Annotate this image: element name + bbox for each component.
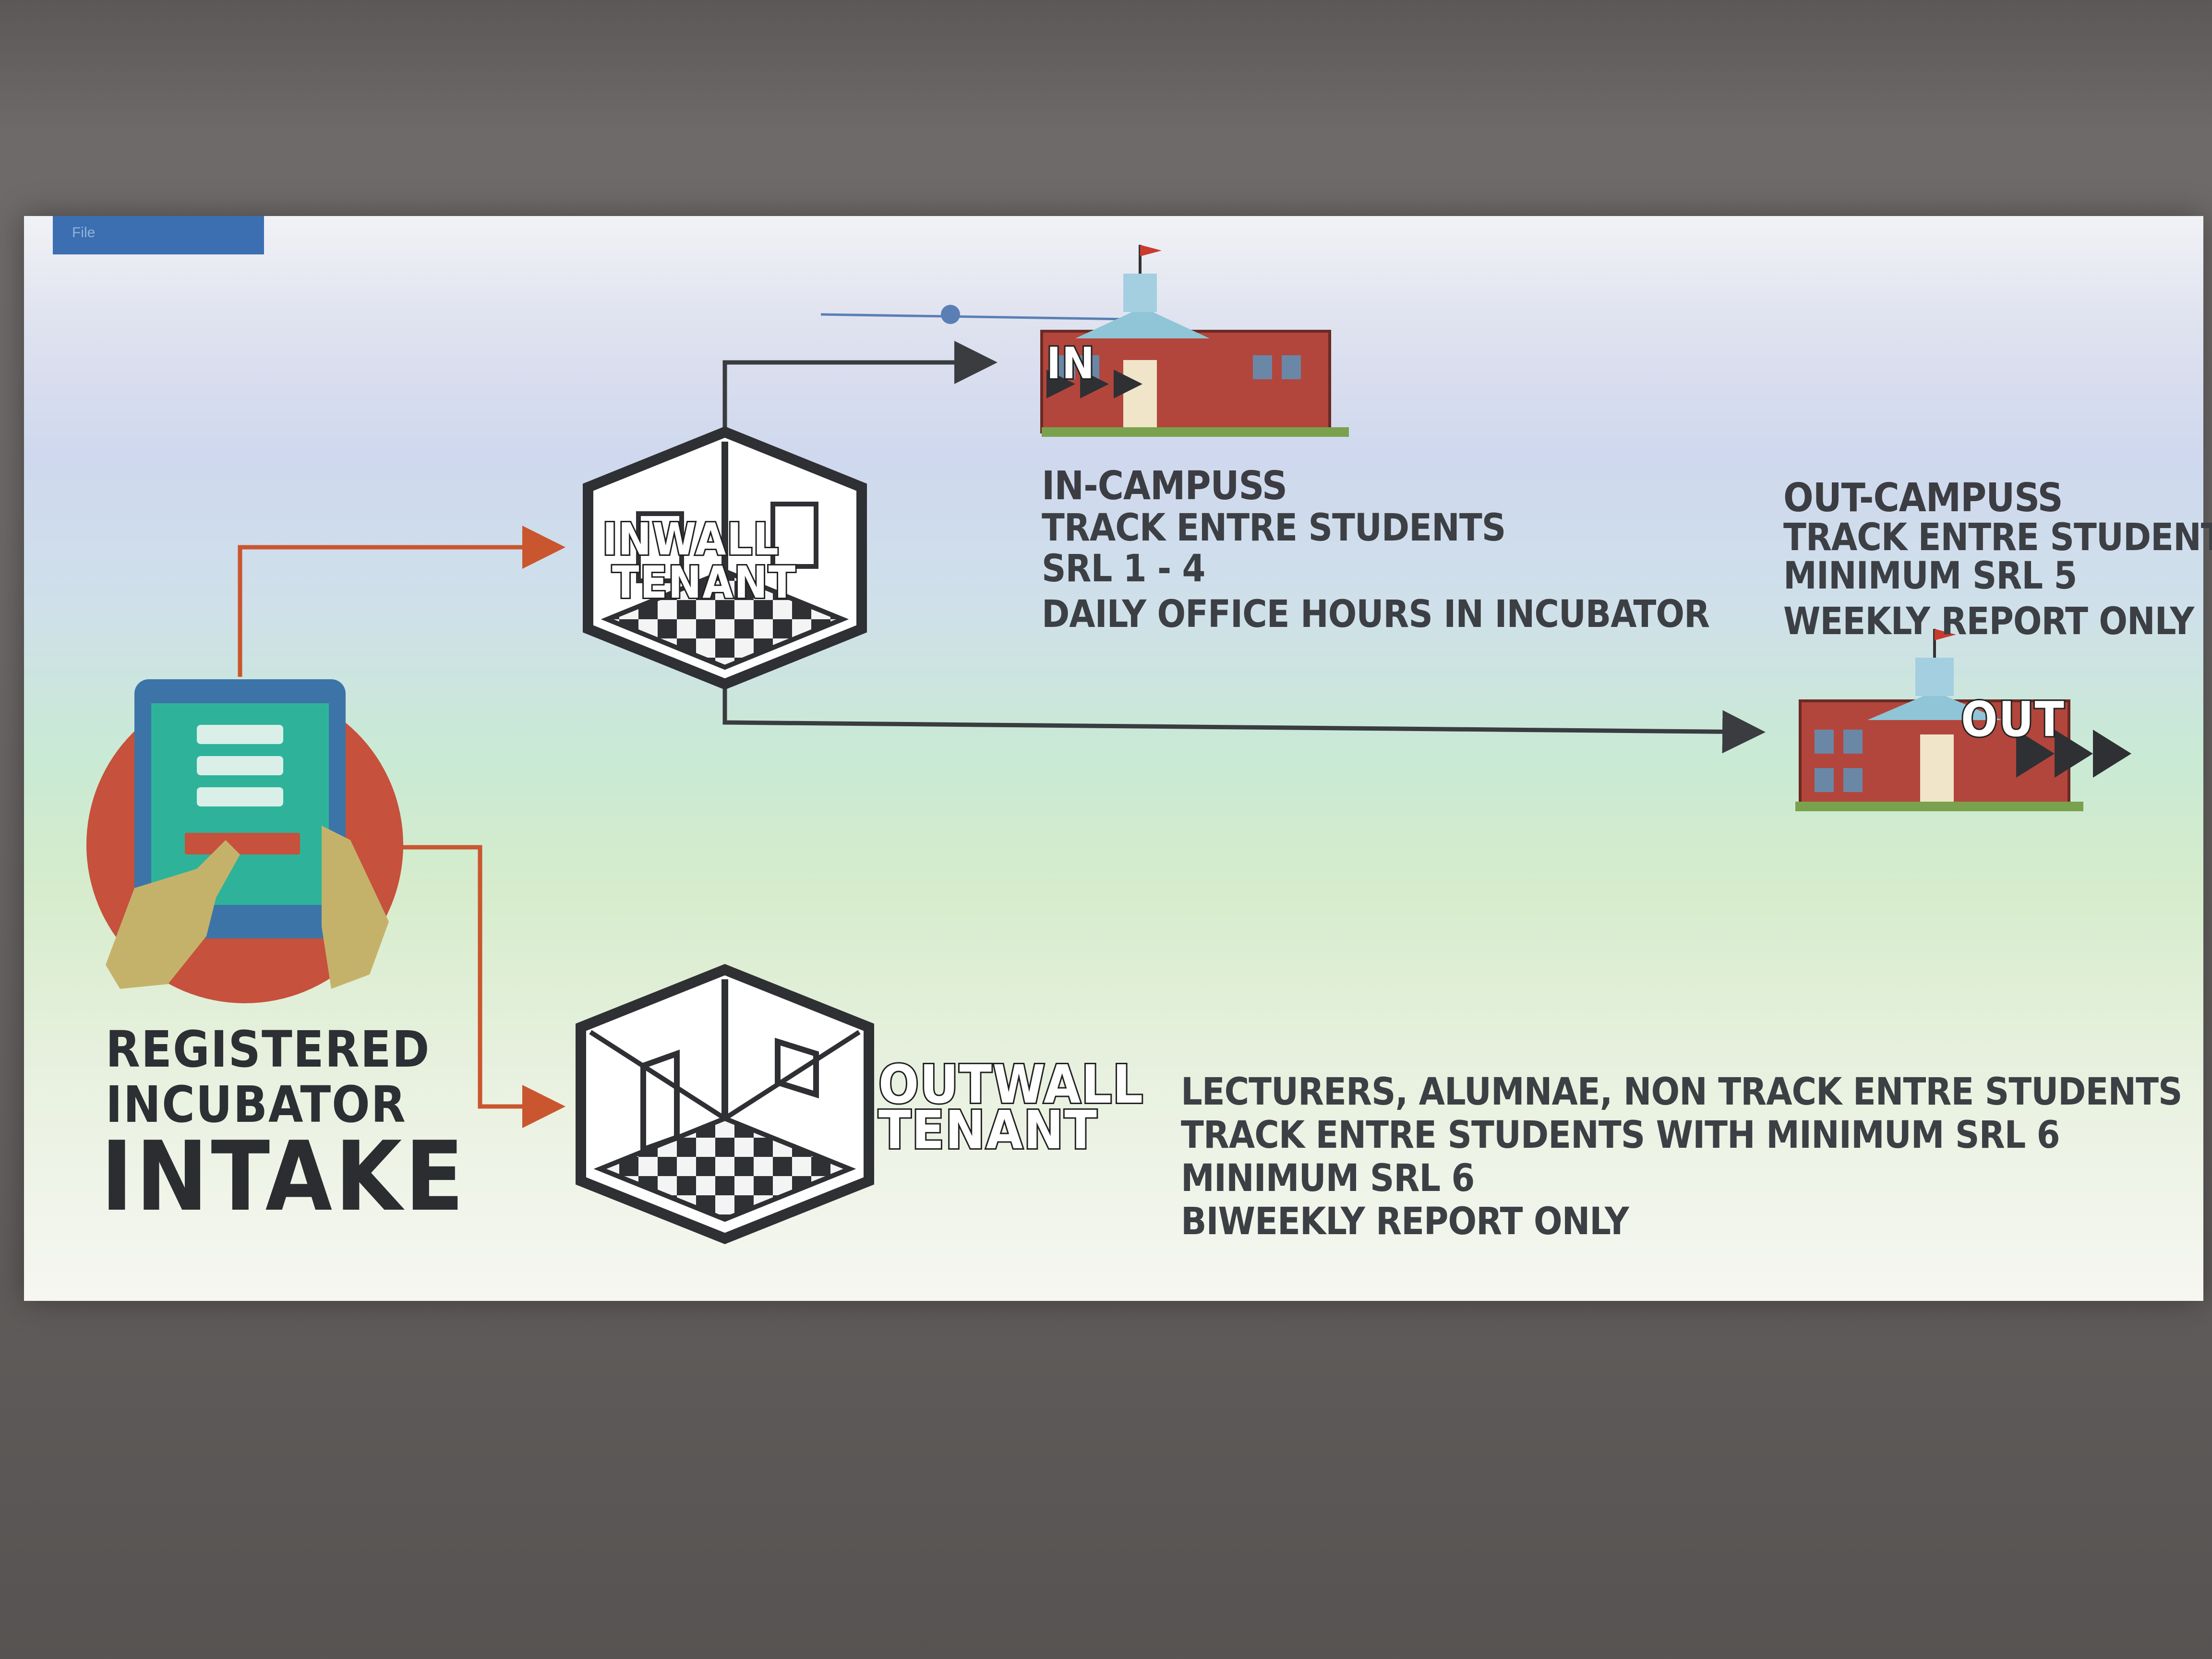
- out-sign: OUT: [1960, 690, 2066, 749]
- out-campus-detail: MINIMUM SRL 5: [1783, 554, 2077, 598]
- out-campus-detail: WEEKLY REPORT ONLY: [1783, 600, 2194, 643]
- inwall-label-line2: TENANT: [611, 555, 797, 610]
- out-campus-building-icon: [1795, 629, 2131, 811]
- tablet-intake-icon: [86, 679, 403, 1003]
- intake-label-line3: INTAKE: [101, 1121, 467, 1233]
- arrow-to-outwall: [398, 845, 565, 1128]
- toolbar-tab-label: File: [72, 225, 96, 240]
- inwall-tenant-icon: [583, 426, 867, 690]
- out-campus-title: OUT-CAMPUSS: [1783, 475, 2063, 521]
- outwall-label-line1: OUTWALL: [877, 1052, 1144, 1117]
- in-campus-title: IN-CAMPUSS: [1042, 463, 1287, 509]
- slider-line: [820, 313, 1129, 321]
- arrow-to-inwall: [238, 526, 565, 677]
- in-campus-detail: TRACK ENTRE STUDENTS: [1042, 506, 1506, 550]
- intake-label-line2: INCUBATOR: [106, 1075, 407, 1134]
- flow-diagram: [86, 245, 2131, 1244]
- in-sign: IN: [1045, 337, 1096, 390]
- projected-slide: File: [24, 216, 2212, 1301]
- outwall-tenant-icon: [576, 964, 874, 1244]
- outwall-detail: TRACK ENTRE STUDENTS WITH MINIMUM SRL 6: [1181, 1114, 2060, 1157]
- out-campus-detail: TRACK ENTRE STUDENTS: [1783, 516, 2212, 559]
- toolbar-tab[interactable]: File: [53, 216, 264, 254]
- outwall-detail: LECTURERS, ALUMNAE, NON TRACK ENTRE STUD…: [1181, 1070, 2183, 1114]
- intake-label-line1: REGISTERED: [106, 1020, 431, 1079]
- in-campus-detail: DAILY OFFICE HOURS IN INCUBATOR: [1042, 593, 1710, 636]
- outwall-detail: BIWEEKLY REPORT ONLY: [1181, 1200, 1629, 1243]
- in-campus-building-icon: [1040, 245, 1349, 437]
- outwall-detail: MINIMUM SRL 6: [1181, 1157, 1475, 1200]
- cursor-icon: [941, 305, 960, 324]
- inwall-label-line1: INWALL: [601, 512, 780, 566]
- outwall-label-line2: TENANT: [877, 1098, 1098, 1162]
- in-campus-detail: SRL 1 - 4: [1042, 547, 1205, 590]
- arrow-to-out-campus: [722, 682, 1766, 754]
